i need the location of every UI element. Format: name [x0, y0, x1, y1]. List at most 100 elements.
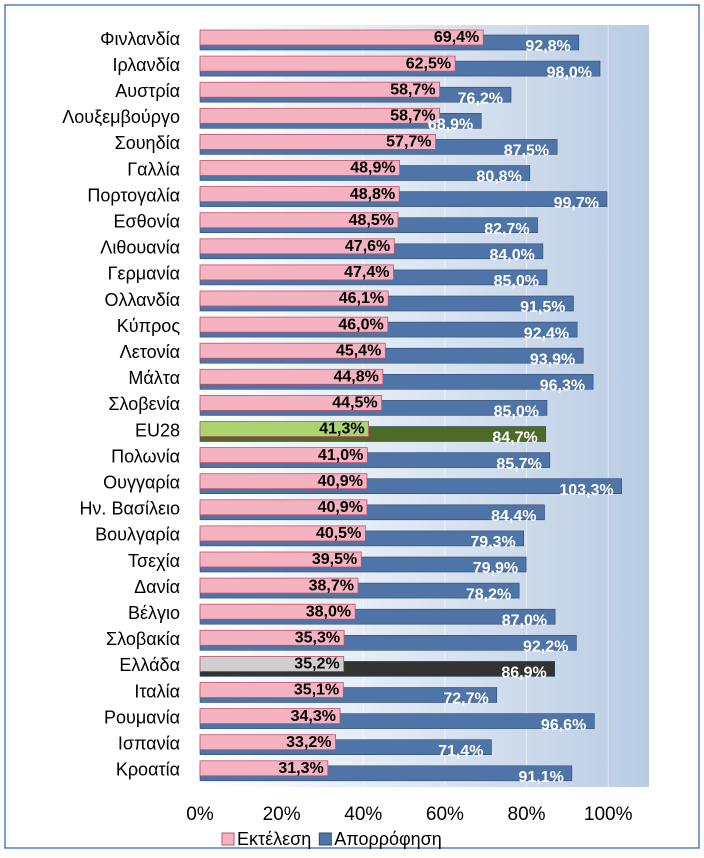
value-label: 96,3%	[540, 378, 585, 395]
y-tick-label: Σλοβακία	[106, 629, 180, 649]
y-tick-label: Μάλτα	[128, 368, 180, 388]
value-label: 35,1%	[294, 682, 339, 699]
y-tick-label: Κύπρος	[117, 316, 181, 336]
value-label: 40,9%	[318, 499, 363, 516]
value-label: 87,0%	[502, 612, 547, 629]
value-label: 103,3%	[559, 482, 613, 499]
bar	[199, 447, 368, 464]
value-label: 99,7%	[554, 195, 599, 212]
bar	[199, 316, 389, 333]
bar	[199, 421, 369, 437]
x-tick-label: 20%	[263, 804, 301, 825]
value-label: 78,2%	[466, 586, 511, 603]
value-label: 93,9%	[530, 351, 575, 368]
value-label: 92,8%	[525, 38, 570, 55]
value-label: 72,7%	[443, 691, 488, 708]
bar	[199, 264, 394, 281]
value-label: 35,2%	[294, 656, 339, 673]
value-label: 44,5%	[332, 395, 377, 412]
bar	[199, 186, 400, 203]
y-tick-label: Λετονία	[120, 342, 180, 362]
value-label: 40,5%	[316, 525, 361, 542]
y-tick-label: Λουξεμβούργο	[62, 107, 180, 127]
value-label: 79,9%	[473, 560, 518, 577]
value-label: 84,0%	[489, 247, 534, 264]
legend-swatch	[318, 832, 332, 846]
bar	[199, 81, 441, 98]
bar	[199, 473, 368, 490]
value-label: 71,4%	[438, 743, 483, 760]
y-tick-label: Ουγγαρία	[103, 472, 180, 492]
bar	[199, 368, 384, 385]
x-tick-label: 60%	[426, 804, 464, 825]
value-label: 84,7%	[492, 430, 537, 447]
bar	[199, 734, 336, 751]
bar	[199, 682, 344, 698]
value-label: 92,4%	[524, 325, 569, 342]
x-tick-label: 0%	[186, 804, 214, 825]
value-label: 31,3%	[278, 760, 323, 777]
bar	[199, 160, 401, 176]
bar	[199, 656, 345, 672]
value-label: 48,9%	[350, 160, 395, 177]
y-tick-label: Ρουμανία	[104, 707, 180, 727]
y-tick-label: Εσθονία	[113, 211, 180, 231]
value-label: 69,4%	[434, 29, 479, 46]
y-tick-label: Λιθουανία	[100, 238, 180, 258]
y-tick-label: Γαλλία	[127, 159, 180, 179]
value-label: 41,3%	[319, 421, 364, 438]
value-label: 85,7%	[496, 456, 541, 473]
value-label: 34,3%	[291, 708, 336, 725]
bar	[199, 394, 383, 411]
y-tick-label: EU28	[135, 420, 180, 440]
y-tick-label: Αυστρία	[115, 81, 180, 101]
x-tick-label: 100%	[584, 804, 633, 825]
value-label: 84,4%	[491, 508, 536, 525]
bar	[199, 290, 389, 307]
value-label: 76,2%	[458, 90, 503, 107]
y-tick-label: Ολλανδία	[104, 290, 180, 310]
value-label: 58,7%	[390, 81, 435, 98]
value-label: 92,2%	[523, 639, 568, 656]
y-tick-label: Τσεχία	[128, 551, 180, 571]
value-label: 91,5%	[520, 299, 565, 316]
bar	[199, 55, 456, 72]
y-tick-label: Ην. Βασίλειο	[79, 499, 180, 519]
y-tick-label: Σλοβενία	[108, 394, 180, 414]
bar	[199, 133, 436, 150]
x-tick-label: 80%	[508, 804, 546, 825]
value-label: 96,6%	[541, 717, 586, 734]
value-label: 35,3%	[295, 630, 340, 647]
bar	[199, 342, 386, 359]
value-label: 68,9%	[428, 117, 473, 134]
bar	[199, 499, 368, 516]
bar	[199, 238, 395, 255]
y-tick-label: Ιταλία	[134, 681, 180, 701]
value-label: 45,4%	[336, 342, 381, 359]
bar	[199, 107, 441, 124]
bar	[199, 629, 345, 646]
value-label: 86,9%	[501, 665, 546, 682]
value-label: 85,0%	[494, 404, 539, 421]
value-label: 38,7%	[309, 577, 354, 594]
value-label: 62,5%	[406, 55, 451, 72]
value-label: 87,5%	[504, 143, 549, 160]
value-label: 33,2%	[286, 734, 331, 751]
value-label: 58,7%	[390, 108, 435, 125]
y-tick-label: Ιρλανδία	[113, 55, 180, 75]
bar	[199, 603, 356, 620]
value-label: 41,0%	[318, 447, 363, 464]
value-label: 47,4%	[344, 264, 389, 281]
value-label: 91,1%	[518, 769, 563, 786]
value-label: 38,0%	[306, 603, 351, 620]
x-tick-label: 40%	[344, 804, 382, 825]
bar	[199, 577, 359, 594]
y-tick-label: Ελλάδα	[119, 655, 180, 675]
bar	[199, 760, 329, 777]
y-tick-label: Γερμανία	[108, 264, 180, 284]
y-tick-label: Σουηδία	[115, 133, 180, 153]
y-tick-label: Βέλγιο	[128, 603, 180, 623]
value-label: 47,6%	[345, 238, 390, 255]
value-label: 85,0%	[494, 273, 539, 290]
